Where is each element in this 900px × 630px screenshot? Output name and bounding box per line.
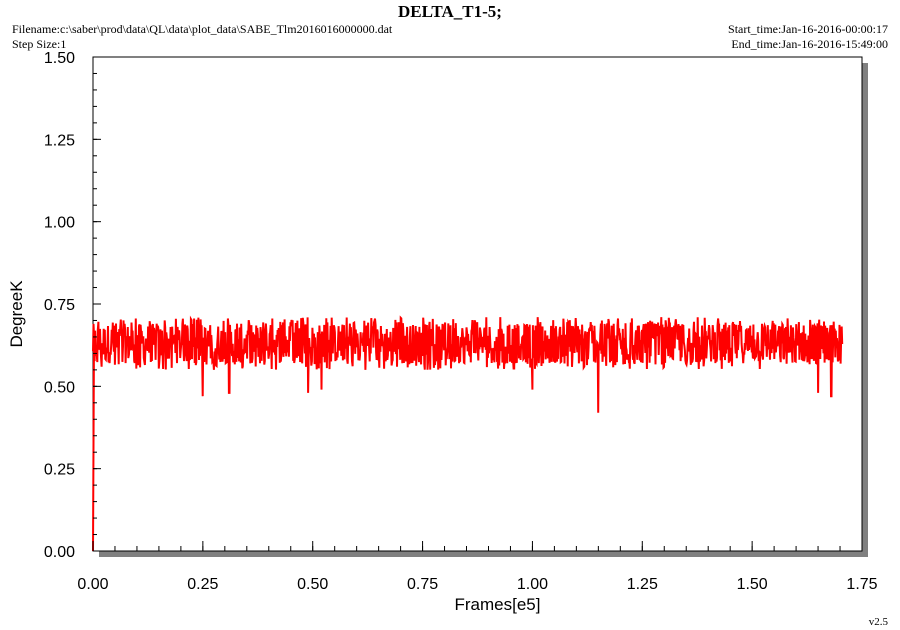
x-tick-label: 0.00 (77, 576, 108, 593)
y-tick-label: 0.50 (44, 379, 75, 396)
x-tick-label: 0.25 (187, 576, 218, 593)
x-axis-label: Frames[e5] (455, 595, 541, 614)
y-tick-label: 0.00 (44, 544, 75, 561)
plot-frame (92, 56, 863, 552)
y-tick-label: 1.25 (44, 132, 75, 149)
x-tick-label: 0.50 (297, 576, 328, 593)
x-tick-label: 0.75 (407, 576, 438, 593)
start-time-label: Start_time:Jan-16-2016-00:00:17 (728, 22, 888, 36)
y-axis-label: DegreeK (7, 280, 26, 348)
x-tick-label: 1.50 (737, 576, 768, 593)
y-tick-label: 0.75 (44, 297, 75, 314)
x-tick-label: 1.25 (627, 576, 658, 593)
filename-label: Filename:c:\saber\prod\data\QL\data\plot… (12, 22, 393, 36)
x-tick-label: 1.00 (517, 576, 548, 593)
y-tick-label: 1.50 (44, 50, 75, 67)
axes: 0.00 0.25 0.50 0.75 1.00 1.25 1.50 0.00 0.25 0.50… (44, 50, 878, 593)
x-tick-label: 1.75 (846, 576, 877, 593)
version-label: v2.5 (868, 616, 888, 628)
series-line (92, 315, 844, 552)
step-size-label: Step Size:1 (12, 37, 67, 51)
y-tick-label: 0.25 (44, 462, 75, 479)
data-series (92, 315, 844, 552)
chart-title: DELTA_T1-5; (398, 2, 502, 21)
y-tick-label: 1.00 (44, 215, 75, 232)
end-time-label: End_time:Jan-16-2016-15:49:00 (731, 37, 888, 51)
